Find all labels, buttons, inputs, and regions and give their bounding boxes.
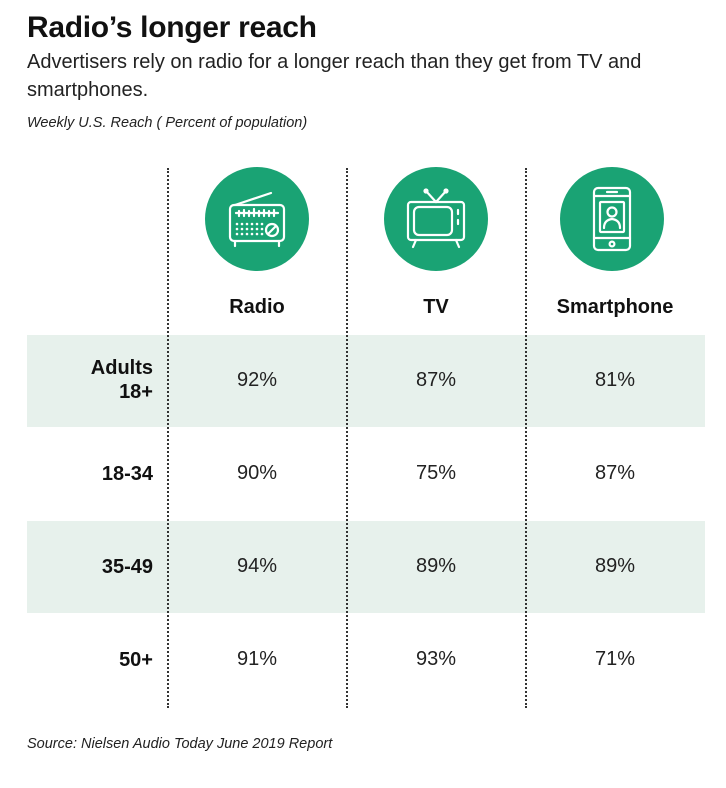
tv-icon bbox=[384, 167, 488, 271]
row-band-35-49 bbox=[27, 521, 705, 613]
smartphone-icon bbox=[560, 167, 664, 271]
radio-icon bbox=[205, 167, 309, 271]
table-cell: 75% bbox=[415, 462, 457, 484]
column-header-tv: TV bbox=[423, 296, 449, 318]
table-cell: 90% bbox=[236, 462, 278, 484]
table-cell: 89% bbox=[415, 555, 457, 577]
row-label-adults: Adults 18+ bbox=[27, 356, 153, 404]
column-header-smartphone: Smartphone bbox=[556, 296, 674, 318]
table-cell: 94% bbox=[236, 555, 278, 577]
table-cell: 87% bbox=[415, 369, 457, 391]
table-cell: 71% bbox=[594, 648, 636, 670]
column-header-radio: Radio bbox=[229, 296, 285, 318]
column-divider bbox=[346, 168, 348, 708]
column-divider bbox=[167, 168, 169, 708]
measure-label: Weekly U.S. Reach ( Percent of populatio… bbox=[27, 115, 308, 131]
page-title: Radio’s longer reach bbox=[27, 11, 317, 44]
row-label-18-34: 18-34 bbox=[101, 463, 153, 485]
source-note: Source: Nielsen Audio Today June 2019 Re… bbox=[27, 736, 333, 752]
column-divider bbox=[525, 168, 527, 708]
table-cell: 92% bbox=[236, 369, 278, 391]
subtitle: Advertisers rely on radio for a longer r… bbox=[27, 51, 642, 101]
table-cell: 91% bbox=[236, 648, 278, 670]
table-cell: 89% bbox=[594, 555, 636, 577]
row-band-adults bbox=[27, 335, 705, 427]
row-label-35-49: 35-49 bbox=[101, 556, 153, 578]
table-cell: 93% bbox=[415, 648, 457, 670]
table-cell: 87% bbox=[594, 462, 636, 484]
table-cell: 81% bbox=[594, 369, 636, 391]
row-label-line: 18+ bbox=[119, 381, 153, 403]
row-label-50-plus: 50+ bbox=[119, 649, 153, 671]
row-label-line: Adults bbox=[90, 357, 153, 379]
